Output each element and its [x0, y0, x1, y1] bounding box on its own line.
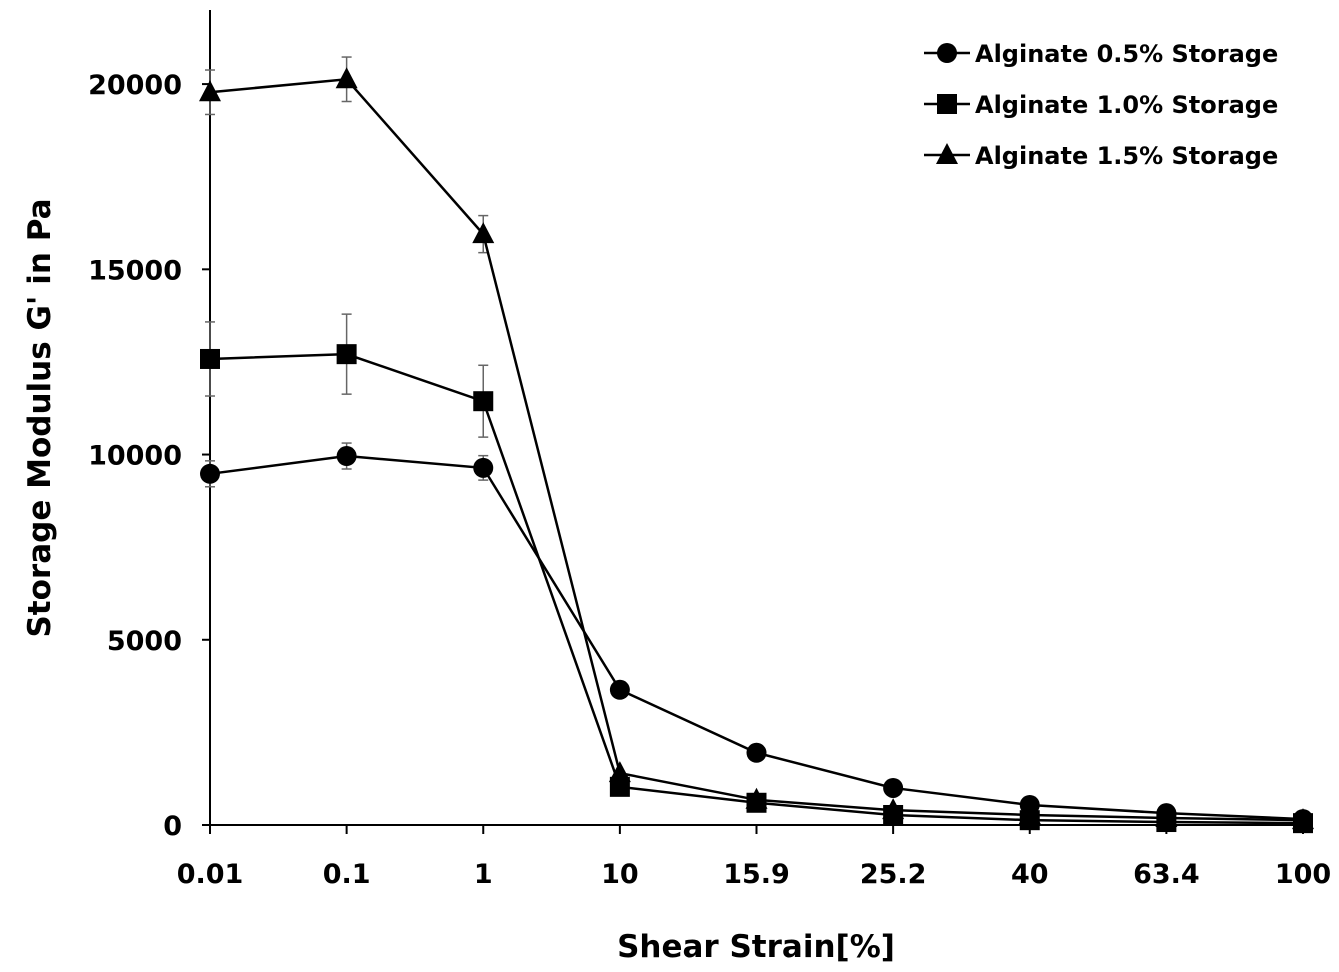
- square-marker: [200, 348, 220, 369]
- x-tick-label: 0.1: [323, 859, 371, 890]
- x-tick-label: 25.2: [860, 859, 927, 890]
- triangle-marker: [882, 798, 905, 820]
- triangle-marker: [1155, 805, 1178, 827]
- triangle-marker: [472, 222, 495, 244]
- y-tick-label: 10000: [88, 441, 182, 472]
- circle-marker: [937, 43, 957, 63]
- triangle-marker: [1292, 808, 1314, 830]
- y-tick-label: 15000: [88, 255, 182, 286]
- circle-marker: [883, 777, 904, 798]
- x-tick-label: 15.9: [723, 859, 790, 890]
- circle-marker: [473, 457, 494, 478]
- triangle-marker: [745, 787, 768, 809]
- y-tick-label: 20000: [88, 70, 182, 101]
- square-marker: [336, 344, 357, 365]
- y-tick-label: 0: [163, 811, 182, 842]
- circle-marker: [609, 679, 630, 700]
- legend-item: Alginate 0.5% Storage: [924, 40, 1278, 68]
- legend-item: Alginate 1.5% Storage: [924, 142, 1278, 170]
- triangle-marker: [936, 143, 958, 164]
- legend-label: Alginate 1.5% Storage: [975, 142, 1278, 170]
- series-group: [199, 56, 1314, 834]
- triangle-marker: [335, 67, 358, 89]
- series-circle: [200, 442, 1313, 830]
- x-tick-label: 100: [1275, 859, 1331, 890]
- x-tick-label: 1: [474, 859, 493, 890]
- circle-marker: [746, 742, 767, 763]
- circle-marker: [336, 446, 357, 467]
- triangle-marker: [199, 80, 221, 102]
- series-triangle: [199, 56, 1314, 830]
- legend: Alginate 0.5% Storage Alginate 1.0% Stora…: [924, 40, 1278, 170]
- x-tick-label: 0.01: [177, 859, 244, 890]
- series-line: [209, 454, 1304, 821]
- axes: 0 5000 10000 15000 20000 0.01 0.1 1 10 15.9 25.2 40…: [88, 10, 1331, 890]
- x-axis-label: Shear Strain[%]: [617, 929, 895, 965]
- y-tick-label: 5000: [107, 626, 182, 657]
- square-marker: [473, 391, 494, 412]
- x-tick-label: 40: [1011, 859, 1049, 890]
- legend-label: Alginate 0.5% Storage: [975, 40, 1278, 68]
- series-line: [209, 77, 1304, 822]
- square-marker: [937, 94, 957, 114]
- legend-label: Alginate 1.0% Storage: [975, 91, 1278, 119]
- x-tick-label: 63.4: [1133, 859, 1200, 890]
- legend-item: Alginate 1.0% Storage: [924, 91, 1278, 119]
- circle-marker: [200, 463, 220, 484]
- triangle-marker: [1018, 802, 1041, 824]
- triangle-marker: [608, 761, 631, 783]
- x-tick-label: 10: [601, 859, 639, 890]
- y-axis-label: Storage Modulus G' in Pa: [22, 198, 58, 637]
